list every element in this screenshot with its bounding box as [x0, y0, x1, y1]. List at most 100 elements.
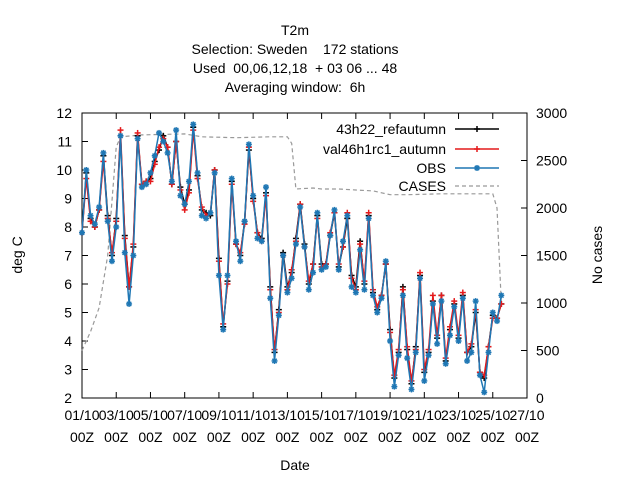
- x-tick-label: 01/10: [64, 407, 99, 423]
- y2-tick-label: 1500: [536, 248, 567, 264]
- data-point: [474, 146, 480, 152]
- data-point: [494, 318, 501, 325]
- data-point: [284, 289, 291, 296]
- data-point: [245, 141, 252, 148]
- series-cases: [81, 133, 502, 351]
- y-tick-label: 7: [64, 248, 72, 264]
- data-point: [391, 383, 398, 390]
- data-point: [327, 232, 334, 239]
- legend-label: CASES: [399, 178, 446, 194]
- data-point: [365, 209, 372, 216]
- data-point: [305, 286, 312, 293]
- data-point: [369, 292, 376, 299]
- data-point: [459, 289, 466, 296]
- data-point: [267, 295, 274, 302]
- y-tick-label: 11: [57, 134, 72, 150]
- series-obs: [79, 121, 505, 396]
- data-point: [156, 129, 163, 136]
- data-point: [100, 149, 107, 156]
- y-tick-label: 9: [64, 191, 72, 207]
- title-line: Selection: Sweden 172 stations: [191, 41, 398, 57]
- data-point: [425, 352, 432, 359]
- data-point: [451, 303, 458, 310]
- data-point: [340, 238, 347, 245]
- data-point: [147, 169, 154, 176]
- data-point: [474, 126, 480, 132]
- x-tick-label: 00Z: [515, 429, 540, 445]
- data-point: [476, 372, 483, 379]
- y2-axis-ticks: 0 500 1000 1500 2000 2500 3000: [521, 105, 567, 406]
- data-point: [138, 184, 145, 191]
- title-line: Averaging window: 6h: [225, 79, 366, 95]
- x-tick-label: 00Z: [446, 429, 471, 445]
- series-line: [81, 133, 502, 351]
- x-tick-label: 00Z: [412, 429, 437, 445]
- data-point: [322, 263, 329, 270]
- data-point: [280, 252, 287, 259]
- data-point: [292, 241, 299, 248]
- data-point: [429, 300, 436, 307]
- y2-tick-label: 0: [536, 390, 544, 406]
- legend-entry: 43h22_refautumn: [336, 121, 499, 137]
- x-tick-label: 17/10: [338, 407, 373, 423]
- y2-axis-label: No cases: [589, 226, 605, 284]
- plot-axes: [81, 112, 528, 399]
- legend-label: OBS: [416, 160, 446, 176]
- x-axis-label: Date: [280, 457, 310, 473]
- y-tick-label: 2: [64, 390, 72, 406]
- legend-entry: val46h1rc1_autumn: [323, 141, 499, 157]
- data-point: [275, 312, 282, 319]
- data-point: [241, 218, 248, 225]
- y-tick-label: 3: [64, 362, 72, 378]
- data-point: [331, 206, 338, 213]
- y-tick-label: 8: [64, 219, 72, 235]
- data-point: [254, 235, 261, 242]
- x-tick-label: 23/10: [441, 407, 476, 423]
- data-point: [464, 357, 471, 364]
- x-tick-label: 00Z: [310, 429, 335, 445]
- y-tick-label: 4: [64, 333, 72, 349]
- x-tick-label: 03/10: [99, 407, 134, 423]
- data-point: [181, 201, 188, 208]
- data-point: [288, 266, 295, 273]
- x-tick-label: 19/10: [373, 407, 408, 423]
- data-point: [455, 338, 462, 344]
- data-point: [361, 286, 368, 293]
- data-point: [271, 357, 278, 364]
- x-tick-label: 00Z: [344, 429, 369, 445]
- data-point: [228, 175, 235, 182]
- data-point: [378, 295, 385, 302]
- data-point: [250, 192, 257, 199]
- data-point: [399, 286, 406, 293]
- data-point: [104, 218, 111, 225]
- y-axis-ticks: 2 3 4 5 6 7 8 9 10 11 12: [56, 105, 88, 406]
- data-point: [442, 360, 449, 367]
- data-point: [357, 241, 364, 248]
- data-point: [113, 224, 120, 230]
- data-point: [130, 252, 137, 259]
- y2-tick-label: 2000: [536, 200, 567, 216]
- x-axis-ticks: 01/1000Z03/1000Z05/1000Z07/1000Z09/1000Z…: [64, 113, 545, 445]
- data-point: [348, 283, 355, 290]
- x-tick-label: 00Z: [378, 429, 403, 445]
- y2-tick-label: 2500: [536, 153, 567, 169]
- data-point: [190, 121, 197, 128]
- data-point: [489, 309, 496, 316]
- data-point: [262, 184, 269, 191]
- x-tick-label: 13/10: [270, 407, 305, 423]
- data-point: [198, 212, 205, 219]
- data-point: [310, 269, 317, 276]
- data-point: [417, 269, 424, 276]
- data-point: [318, 266, 325, 273]
- x-tick-label: 15/10: [304, 407, 339, 423]
- x-tick-label: 00Z: [173, 429, 198, 445]
- data-point: [446, 332, 453, 339]
- data-point: [79, 229, 85, 236]
- data-point: [233, 238, 240, 245]
- data-point: [143, 181, 150, 188]
- data-point: [288, 275, 295, 282]
- data-point: [451, 298, 458, 305]
- y2-tick-label: 500: [536, 343, 560, 359]
- data-point: [408, 386, 415, 393]
- y-tick-label: 10: [56, 162, 72, 178]
